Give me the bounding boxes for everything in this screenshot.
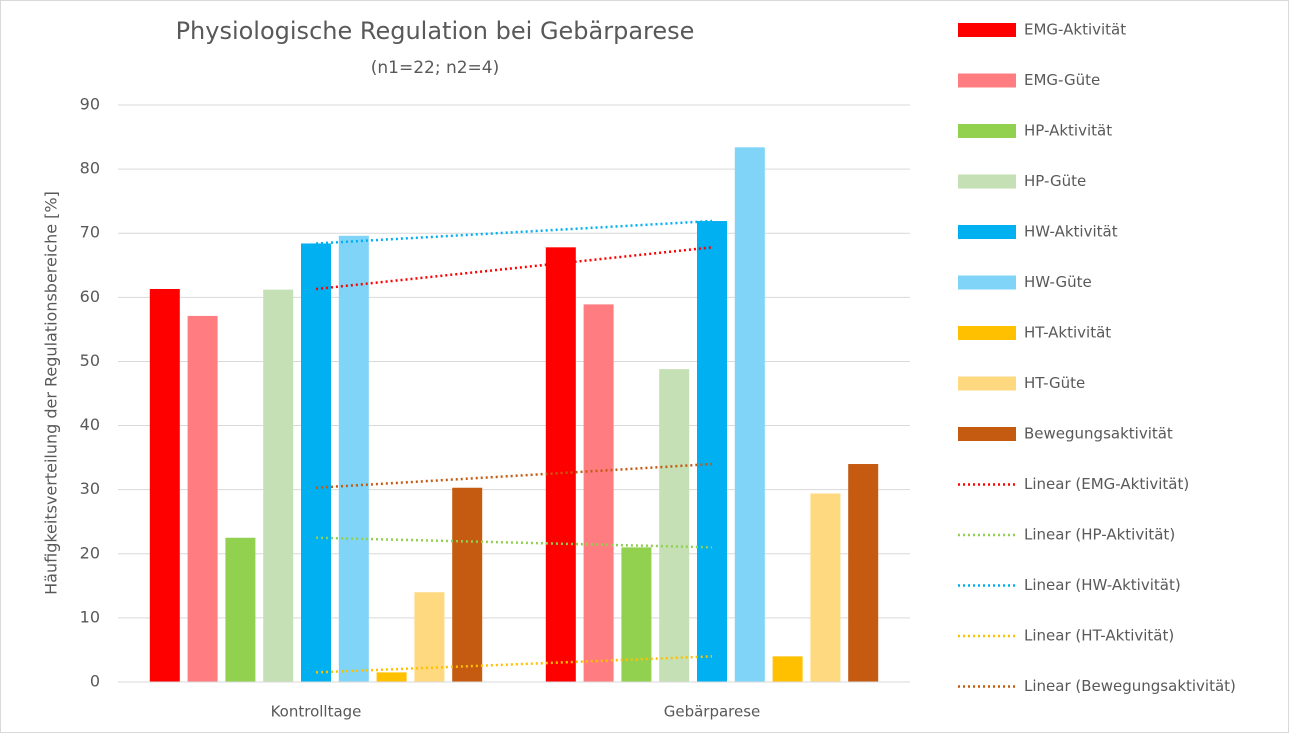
bar [659, 369, 690, 682]
legend-swatch [958, 427, 1016, 441]
legend-label: HT-Aktivität [1024, 324, 1111, 342]
legend-label: Linear (HW-Aktivität) [1024, 576, 1181, 594]
bar [810, 493, 841, 682]
trendline [315, 219, 713, 245]
legend-label: Linear (HP-Aktivität) [1024, 526, 1175, 544]
bar [187, 315, 218, 682]
chart-subtitle: (n1=22; n2=4) [371, 58, 500, 78]
y-tick-label: 80 [80, 159, 100, 178]
legend-label: EMG-Güte [1024, 71, 1100, 89]
x-tick-label: Kontrolltage [271, 703, 362, 721]
x-tick-label: Gebärparese [664, 703, 761, 721]
y-axis-label: Häufigkeitsverteilung der Regulationsber… [42, 191, 61, 595]
trendline [315, 536, 713, 549]
legend-label: Linear (HT-Aktivität) [1024, 627, 1174, 645]
bar [414, 592, 445, 682]
bar [734, 147, 765, 682]
legend-label: Linear (EMG-Aktivität) [1024, 475, 1189, 493]
y-tick-label: 20 [80, 543, 100, 562]
bar [545, 247, 576, 682]
trendline [315, 246, 713, 291]
chart-title: Physiologische Regulation bei Gebärpares… [176, 17, 695, 45]
bar [452, 487, 483, 682]
legend-label: Linear (Bewegungsaktivität) [1024, 677, 1236, 695]
bar [772, 656, 803, 682]
bar [225, 537, 256, 682]
legend-swatch [958, 225, 1016, 239]
y-tick-label: 50 [80, 351, 100, 370]
legend-swatch [958, 23, 1016, 37]
y-tick-label: 90 [80, 95, 100, 114]
y-tick-label: 60 [80, 287, 100, 306]
y-tick-label: 0 [90, 672, 100, 691]
legend-swatch [958, 275, 1016, 290]
legend-swatch [958, 73, 1016, 88]
legend-label: Bewegungsaktivität [1024, 425, 1173, 443]
legend-swatch [958, 376, 1016, 391]
y-tick-label: 30 [80, 479, 100, 498]
bar [263, 289, 294, 682]
bar [848, 464, 879, 682]
bar [338, 235, 369, 682]
bar [149, 288, 180, 682]
bar [621, 547, 652, 682]
legend-label: HT-Güte [1024, 374, 1085, 392]
bar [583, 304, 614, 682]
trendline [315, 655, 713, 674]
legend-swatch [958, 174, 1016, 189]
legend-label: EMG-Aktivität [1024, 21, 1126, 39]
legend-swatch [958, 124, 1016, 138]
bar [697, 221, 727, 682]
legend-label: HP-Güte [1024, 172, 1086, 190]
trendline [315, 462, 713, 489]
legend-label: HW-Aktivität [1024, 223, 1118, 241]
y-tick-label: 10 [80, 607, 100, 626]
y-tick-label: 70 [80, 223, 100, 242]
legend-label: HW-Güte [1024, 273, 1092, 291]
bar [376, 672, 407, 682]
y-tick-label: 40 [80, 415, 100, 434]
legend-label: HP-Aktivität [1024, 122, 1112, 140]
legend-swatch [958, 326, 1016, 340]
bar [301, 243, 331, 683]
